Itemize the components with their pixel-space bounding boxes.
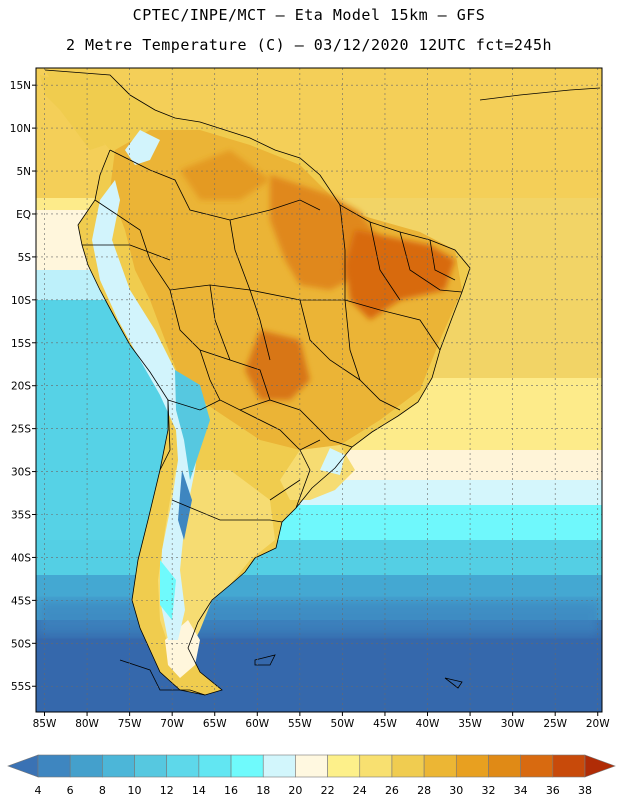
map-plot-area bbox=[36, 68, 602, 712]
colorbar-swatch bbox=[37, 754, 71, 778]
colorbar-swatch bbox=[262, 754, 296, 778]
colorbar-swatch bbox=[134, 754, 168, 778]
lon-tick-label: 80W bbox=[75, 718, 99, 730]
colorbar-swatch bbox=[488, 754, 521, 778]
andes-altiplano-cold bbox=[175, 370, 210, 480]
colorbar-label: 18 bbox=[256, 784, 270, 797]
lat-tick-label: 5N bbox=[16, 166, 31, 178]
colorbar-label: 12 bbox=[160, 784, 174, 797]
lat-tick-label: 15S bbox=[11, 338, 31, 350]
country-borders bbox=[44, 69, 601, 696]
colorbar-swatch bbox=[102, 754, 135, 778]
colorbar-label: 8 bbox=[99, 784, 106, 797]
colorbar-upper-arrow bbox=[584, 754, 616, 778]
lon-tick-label: 55W bbox=[288, 718, 312, 730]
colorbar-label: 10 bbox=[128, 784, 142, 797]
colorbar-label: 20 bbox=[288, 784, 302, 797]
lon-tick-label: 35W bbox=[458, 718, 482, 730]
colorbar-label: 6 bbox=[67, 784, 74, 797]
colorbar: 4 6 8 10 12 14 16 18 20 22 24 26 28 30 32 34 36 38 bbox=[7, 754, 616, 797]
ocean-southern-50s bbox=[36, 620, 602, 712]
title-line-2: 2 Metre Temperature (C) – 03/12/2020 12U… bbox=[65, 36, 553, 54]
andes-north-cool bbox=[125, 130, 160, 165]
lat-tick-label: 45S bbox=[11, 595, 31, 607]
colorbar-swatch bbox=[198, 754, 232, 778]
lon-tick-label: 85W bbox=[33, 718, 57, 730]
lon-tick-label: 70W bbox=[160, 718, 184, 730]
colorbar-label: 22 bbox=[321, 784, 335, 797]
lat-tick-label: 40S bbox=[11, 552, 31, 564]
warm-region-north bbox=[180, 150, 270, 200]
lon-tick-label: 30W bbox=[501, 718, 525, 730]
lon-tick-label: 20W bbox=[586, 718, 610, 730]
lat-tick-label: 10S bbox=[11, 295, 31, 307]
lat-tick-label: 10N bbox=[10, 123, 31, 135]
lon-tick-label: 50W bbox=[331, 718, 355, 730]
lat-tick-label: 30S bbox=[11, 467, 31, 479]
colorbar-swatch bbox=[166, 754, 200, 778]
colorbar-label: 14 bbox=[192, 784, 206, 797]
colorbar-label: 26 bbox=[385, 784, 399, 797]
lon-tick-label: 75W bbox=[118, 718, 142, 730]
colorbar-swatch bbox=[359, 754, 393, 778]
colorbar-label: 36 bbox=[546, 784, 560, 797]
lat-tick-label: 15N bbox=[10, 80, 31, 92]
lon-tick-label: 25W bbox=[543, 718, 567, 730]
colorbar-label: 16 bbox=[224, 784, 238, 797]
lat-tick-label: 50S bbox=[11, 638, 31, 650]
colorbar-label: 32 bbox=[481, 784, 495, 797]
lat-lon-grid bbox=[36, 68, 602, 712]
colorbar-swatch bbox=[230, 754, 264, 778]
map-frame bbox=[35, 67, 603, 713]
central-america-land bbox=[40, 75, 105, 150]
colorbar-swatch bbox=[552, 754, 586, 778]
colorbar-lower-arrow bbox=[7, 754, 39, 778]
longitude-axis: 85W 80W 75W 70W 65W 60W 55W 50W 45W 40W 35W 30W 25W 2… bbox=[33, 712, 610, 730]
colorbar-swatch bbox=[69, 754, 103, 778]
colorbar-label: 30 bbox=[449, 784, 463, 797]
latitude-axis: 15N 10N 5N EQ 5S 10S 15S 20S 25S 30S 35S 40S 45S 50S 5… bbox=[10, 80, 36, 693]
colorbar-label: 24 bbox=[353, 784, 367, 797]
colorbar-swatch bbox=[455, 754, 489, 778]
lat-tick-label: 25S bbox=[11, 424, 31, 436]
colorbar-swatch bbox=[327, 754, 361, 778]
title-line-1: CPTEC/INPE/MCT – Eta Model 15km – GFS bbox=[132, 6, 486, 24]
colorbar-label: 28 bbox=[417, 784, 431, 797]
lat-tick-label: 5S bbox=[18, 252, 32, 264]
colorbar-label: 4 bbox=[35, 784, 42, 797]
hot-region-central bbox=[245, 330, 310, 400]
colorbar-swatch bbox=[423, 754, 457, 778]
cool-spot-south-brazil bbox=[320, 448, 345, 475]
lat-tick-label: 20S bbox=[11, 381, 31, 393]
colorbar-swatch bbox=[295, 754, 328, 778]
lat-tick-label: 35S bbox=[11, 510, 31, 522]
hot-region-northeast bbox=[345, 230, 455, 320]
colorbar-label: 34 bbox=[514, 784, 528, 797]
colorbar-label: 38 bbox=[578, 784, 592, 797]
lon-tick-label: 65W bbox=[203, 718, 227, 730]
lon-tick-label: 45W bbox=[373, 718, 397, 730]
lat-tick-label: EQ bbox=[16, 209, 31, 221]
lat-tick-label: 55S bbox=[11, 681, 31, 693]
warm-interior bbox=[110, 130, 462, 450]
ocean-southern-blend bbox=[36, 600, 602, 635]
colorbar-swatch bbox=[520, 754, 554, 778]
colorbar-swatch bbox=[391, 754, 425, 778]
andes-cool-strip bbox=[92, 180, 200, 640]
lon-tick-label: 40W bbox=[416, 718, 440, 730]
ocean-southern-40s bbox=[36, 540, 602, 580]
lon-tick-label: 60W bbox=[245, 718, 269, 730]
